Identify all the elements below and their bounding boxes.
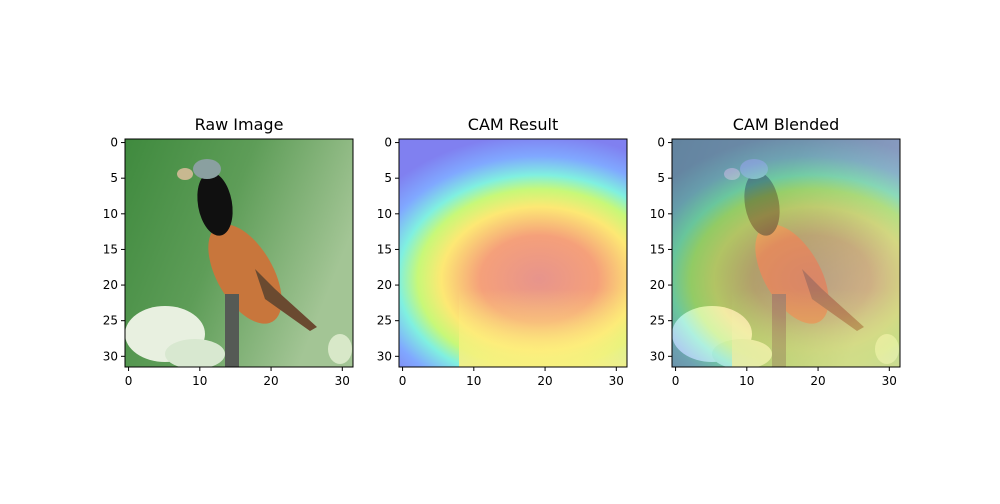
y-tick-label: 0 [657, 136, 665, 150]
y-tick-label: 20 [377, 278, 392, 292]
x-tick-label: 0 [399, 374, 407, 388]
y-tick-label: 30 [377, 349, 392, 363]
x-tick-label: 30 [609, 374, 624, 388]
axes-frame [398, 138, 628, 368]
y-tick-label: 5 [657, 171, 665, 185]
y-tick-label: 10 [377, 207, 392, 221]
axes-title: Raw Image [195, 115, 284, 134]
y-tick-label: 0 [110, 136, 118, 150]
x-tick-label: 0 [125, 374, 133, 388]
y-tick-label: 20 [650, 278, 665, 292]
x-tick-label: 30 [882, 374, 897, 388]
x-tick-label: 10 [466, 374, 481, 388]
raw-image [125, 139, 353, 369]
axes-frame [671, 138, 901, 368]
y-tick-label: 30 [650, 349, 665, 363]
y-tick-label: 30 [103, 349, 118, 363]
y-tick-label: 25 [103, 314, 118, 328]
x-tick-label: 20 [537, 374, 552, 388]
y-tick-label: 25 [377, 314, 392, 328]
y-tick-label: 15 [650, 242, 665, 256]
y-tick-label: 15 [377, 242, 392, 256]
y-tick-label: 15 [103, 242, 118, 256]
y-tick-label: 5 [384, 171, 392, 185]
axes-title: CAM Blended [733, 115, 840, 134]
x-tick-label: 10 [192, 374, 207, 388]
blended-image [672, 139, 900, 369]
axes-title: CAM Result [468, 115, 558, 134]
y-tick-label: 20 [103, 278, 118, 292]
cam-image [399, 139, 627, 367]
x-tick-label: 20 [263, 374, 278, 388]
x-tick-label: 10 [739, 374, 754, 388]
axes-frame [124, 138, 354, 368]
x-tick-label: 20 [810, 374, 825, 388]
x-tick-label: 0 [672, 374, 680, 388]
x-tick-label: 30 [335, 374, 350, 388]
y-tick-label: 10 [103, 207, 118, 221]
y-tick-label: 0 [384, 136, 392, 150]
y-tick-label: 25 [650, 314, 665, 328]
y-tick-label: 10 [650, 207, 665, 221]
y-tick-label: 5 [110, 171, 118, 185]
